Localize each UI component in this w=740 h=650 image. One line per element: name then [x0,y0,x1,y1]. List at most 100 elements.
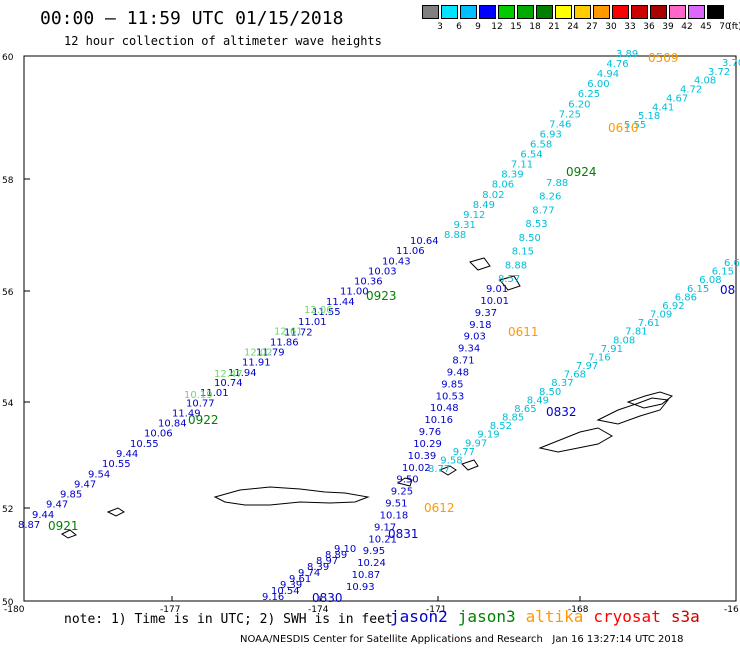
coastline-segment [499,275,521,291]
color-swatch [593,5,610,19]
wave-height-label: 8.57 [498,274,520,285]
wave-height-label: 10.53 [436,391,465,402]
wave-height-label: 10.03 [368,266,397,277]
wave-height-label: 9.77 [453,447,475,458]
wave-height-label: 9.12 [463,210,485,221]
coastline-segment [596,397,669,425]
color-scale-label: 12 [491,22,503,32]
wave-height-label: 4.41 [652,102,674,113]
color-scale-unit: (ft) [728,22,740,32]
coastline-segment [106,507,125,517]
wave-height-label: 9.03 [464,332,486,343]
coastline-segment [61,529,77,539]
wave-height-label: 4.08 [694,76,716,87]
color-swatch [479,5,496,19]
wave-height-label: 11.86 [270,337,299,348]
legend-item-jason2: jason2 [390,607,448,626]
wave-height-label: 12.02 [244,348,273,359]
coastline-segment [438,465,457,476]
wave-height-label: 8.77 [532,205,554,216]
color-swatch [517,5,534,19]
wave-height-label: 9.34 [458,344,480,355]
map-subtitle: 12 hour collection of altimeter wave hei… [64,34,382,48]
wave-height-label: 7.16 [588,352,610,363]
y-tick-label: 58 [2,176,14,186]
legend-item-cryosat: cryosat [593,607,661,626]
wave-height-label: 5.18 [638,111,660,122]
color-swatch [707,5,724,19]
color-swatch [498,5,515,19]
footnote: note: 1) Time is in UTC; 2) SWH is in fe… [64,612,393,627]
wave-height-label: 10.19 [184,390,213,401]
wave-height-label: 10.55 [102,459,131,470]
wave-height-label: 8.65 [514,404,536,415]
x-tick-label: -168 [568,605,589,615]
wave-height-label: 4.94 [597,69,619,80]
wave-height-label: 10.02 [402,463,431,474]
wave-height-label: 8.39 [307,562,329,573]
wave-height-label: 9.18 [469,320,491,331]
wave-height-label: 8.15 [512,247,534,258]
pass-time-label: 0924 [566,165,597,179]
pass-time-label: 0923 [366,289,397,303]
wave-height-label: 11.00 [340,287,369,298]
wave-height-label: 9.48 [447,367,469,378]
wave-height-label: 3.72 [708,67,730,78]
color-scale-label: 15 [510,22,522,32]
color-scale-label: 39 [662,22,674,32]
pass-time-label: 0610 [608,121,639,135]
wave-height-label: 6.25 [578,89,600,100]
wave-height-label: 6.20 [568,99,590,110]
wave-height-label: 6.00 [587,79,609,90]
y-tick-label: 60 [2,53,14,63]
wave-height-label: 10.16 [424,415,453,426]
wave-height-label: 6.92 [662,301,684,312]
wave-height-label: 6.86 [675,292,697,303]
wave-height-label: 8.49 [473,200,495,211]
wave-height-label: 9.85 [441,379,463,390]
satellite-legend: jason2 jason3 altika cryosat s3a [390,607,710,626]
color-scale-label: 9 [475,22,481,32]
wave-height-label: 11.01 [200,388,229,399]
x-tick-label: -171 [426,605,446,615]
wave-height-label: 9.10 [334,544,356,555]
pass-time-label: 0832 [546,405,577,419]
color-scale-label: 36 [643,22,655,32]
pass-time-label: 0611 [508,325,539,339]
wave-height-label: 9.51 [385,499,407,510]
color-swatch [688,5,705,19]
wave-height-label: 9.74 [298,568,320,579]
color-swatch [422,5,439,19]
wave-height-label: 9.17 [374,522,396,533]
x-tick-label: -177 [160,605,180,615]
legend-item-altika: altika [525,607,584,626]
wave-height-label: 4.72 [680,85,702,96]
wave-height-label: 6.58 [530,140,552,151]
pass-time-label: 0922 [188,413,219,427]
wave-height-label: 11.01 [298,317,327,328]
wave-height-label: 10.54 [271,586,300,597]
wave-height-label: 8.37 [551,378,573,389]
wave-height-label: 3.89 [616,49,638,60]
wave-height-label: 7.81 [625,327,647,338]
pass-time-label: 0831 [388,527,419,541]
color-scale-label: 27 [586,22,598,32]
wave-height-label: 7.91 [601,344,623,355]
x-tick-label: -180 [4,605,25,615]
wave-height-label: 10.74 [214,378,243,389]
pass-time-label: 0830 [312,591,343,605]
color-scale-label: 18 [529,22,541,32]
wave-height-label: 8.53 [525,219,547,230]
legend-item-jason3: jason3 [457,607,516,626]
wave-height-label: 12.61 [274,326,303,337]
wave-height-label: 10.39 [408,451,437,462]
wave-height-label: 9.54 [88,469,110,480]
coastline-segment [461,459,479,471]
wave-height-label: 8.26 [539,192,561,203]
wave-height-label: 11.44 [326,297,355,308]
color-scale-label: 42 [681,22,693,32]
wave-height-label: 11.94 [228,368,257,379]
wave-height-label: 7.61 [638,318,660,329]
wave-height-label: 8.71 [452,356,474,367]
color-swatch [650,5,667,19]
